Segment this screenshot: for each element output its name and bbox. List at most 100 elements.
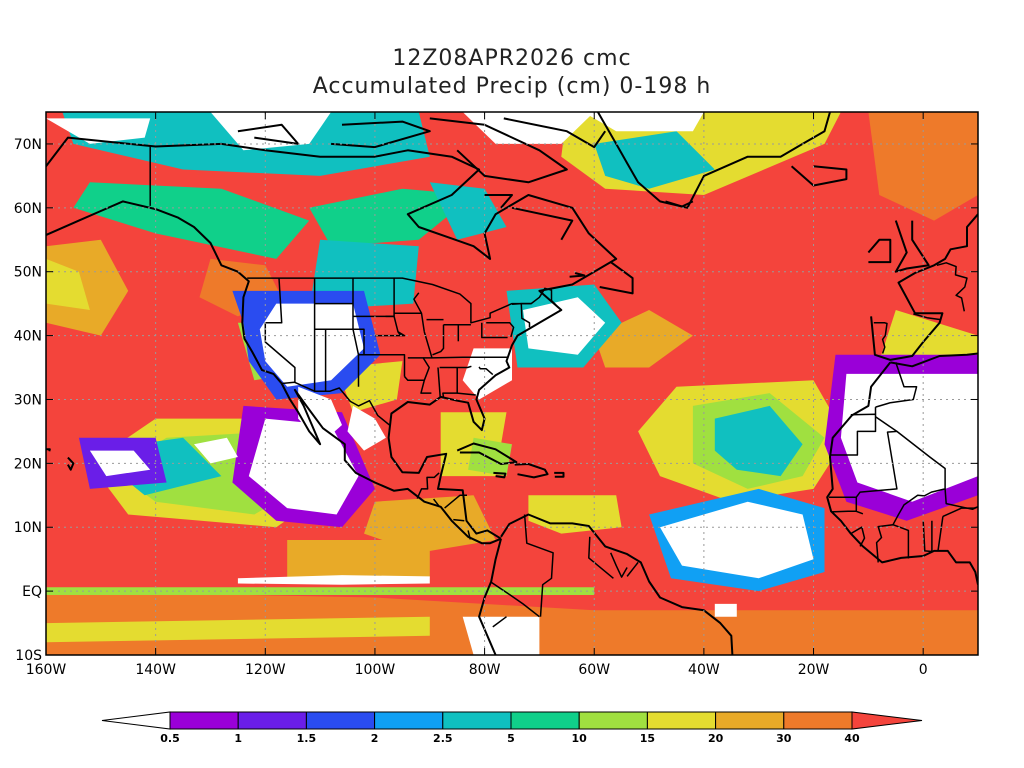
political-border <box>850 526 866 547</box>
colorbar-level-label: 0.5 <box>160 732 180 745</box>
coastline-segment <box>569 272 586 278</box>
political-border <box>875 523 910 563</box>
coastline-segment <box>478 538 502 655</box>
coastline-segment <box>67 456 75 471</box>
colorbar-swatch <box>646 711 717 730</box>
political-border <box>922 520 933 553</box>
longitude-axis: 160W 140W 120W 100W 80W 60W 40W 20W 0 <box>26 112 928 678</box>
map-title-line2: Accumulated Precip (cm) 0-198 h <box>312 74 712 99</box>
political-border <box>937 516 944 552</box>
political-border <box>423 331 433 359</box>
political-border <box>610 552 628 578</box>
precip-dry-area <box>237 575 430 585</box>
precip-dry-area <box>714 603 737 617</box>
lon-tick-label: 20W <box>798 662 830 678</box>
precip-dry-area <box>462 616 540 655</box>
colorbar: 0.5 1 1.5 2 2.5 5 10 15 20 30 40 <box>101 711 923 745</box>
precip-region-lime <box>46 587 595 595</box>
coastline-segment <box>596 112 831 209</box>
colorbar-swatch <box>510 711 580 730</box>
coastline-segment <box>46 448 51 452</box>
colorbar-level-label: 40 <box>844 732 860 745</box>
coastline-segment <box>790 165 848 187</box>
precip-region-teal <box>594 131 715 189</box>
precip-dry-area <box>259 303 364 387</box>
political-border <box>855 416 898 515</box>
political-border <box>264 278 296 383</box>
colorbar-swatch <box>374 711 444 730</box>
precip-dry-area <box>89 450 151 477</box>
colorbar-level-label: 1.5 <box>297 732 317 745</box>
colorbar-swatch <box>305 711 376 730</box>
precip-region-gold <box>364 495 496 553</box>
latitude-axis: 10S EQ 10N 20N 30N 40N 50N 60N 70N <box>14 137 978 664</box>
colorbar-level-label: 2.5 <box>433 732 453 745</box>
political-border <box>936 262 968 312</box>
precip-region-gold <box>46 239 129 336</box>
lon-tick-label: 160W <box>26 662 67 678</box>
political-border <box>913 313 941 321</box>
political-border <box>437 367 441 397</box>
colorbar-swatch <box>578 711 648 730</box>
lat-tick-label: 60N <box>14 201 42 217</box>
precip-dry-area <box>194 437 238 464</box>
coastline-segment <box>894 220 930 273</box>
political-border <box>492 616 507 628</box>
political-border <box>478 366 494 376</box>
lat-tick-label: 20N <box>14 456 42 472</box>
precip-dry-area <box>46 118 151 144</box>
precip-dry-area <box>462 348 512 400</box>
coastline-segment <box>46 136 618 540</box>
colorbar-level-label: 15 <box>640 732 655 745</box>
political-border <box>432 324 445 356</box>
coastline-segment <box>493 471 507 479</box>
political-border <box>626 561 639 577</box>
lat-tick-label: 70N <box>14 137 42 153</box>
precip-dry-area <box>840 373 978 502</box>
lat-tick-label: 50N <box>14 265 42 281</box>
precip-region-lime <box>468 437 512 477</box>
political-border <box>374 331 406 337</box>
colorbar-swatch-low <box>101 711 171 730</box>
lon-tick-label: 0 <box>919 662 928 678</box>
coastline-segment <box>46 200 502 545</box>
precip-shading <box>46 112 978 655</box>
political-border <box>467 530 472 540</box>
colorbar-swatch <box>783 711 853 730</box>
lon-tick-label: 60W <box>578 662 610 678</box>
coastline-segment <box>500 513 734 655</box>
map-frame <box>45 111 979 656</box>
precip-region-teal <box>714 405 803 477</box>
coastline-segment <box>665 200 694 208</box>
political-border <box>444 494 467 509</box>
political-border <box>875 362 918 408</box>
political-border <box>523 514 554 617</box>
political-border <box>439 365 472 369</box>
coastline-segment <box>514 463 549 479</box>
coastline-segment <box>484 194 513 209</box>
coastline-segment <box>599 261 634 295</box>
lon-tick-label: 80W <box>469 662 501 678</box>
political-border <box>490 581 540 618</box>
lon-tick-label: 40W <box>688 662 720 678</box>
lon-tick-label: 140W <box>135 662 176 678</box>
precip-dry-area <box>248 418 359 515</box>
political-border <box>407 357 430 381</box>
coastline-segment <box>511 206 574 241</box>
precip-dry-area <box>660 501 814 579</box>
colorbar-level-label: 10 <box>572 732 588 745</box>
lat-tick-label: 30N <box>14 392 42 408</box>
political-border <box>423 356 508 359</box>
political-border <box>942 506 978 518</box>
political-border <box>892 430 946 526</box>
precip-dry-area <box>462 112 595 144</box>
map-title-line1: 12Z08APR2026 cmc <box>392 46 632 71</box>
political-border <box>486 322 515 338</box>
coastline-segment <box>237 123 300 145</box>
coastline-segment <box>870 213 978 361</box>
precip-dry-area <box>523 297 606 355</box>
coastline-segment <box>867 238 892 264</box>
colorbar-swatch <box>442 711 512 730</box>
colorbar-level-label: 30 <box>776 732 792 745</box>
political-border <box>481 322 508 339</box>
